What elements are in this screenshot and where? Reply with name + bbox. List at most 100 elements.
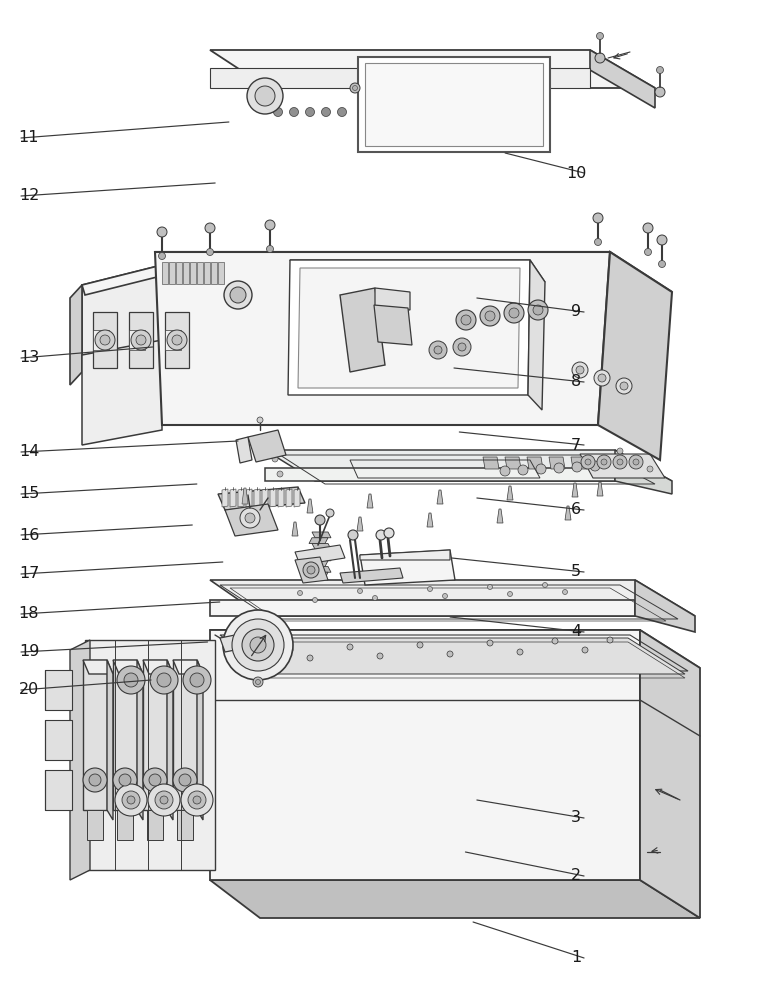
Circle shape [245, 513, 255, 523]
Circle shape [572, 362, 588, 378]
Polygon shape [298, 268, 520, 388]
Text: 8: 8 [571, 374, 581, 389]
Circle shape [247, 78, 283, 114]
Circle shape [148, 784, 180, 816]
Circle shape [517, 649, 523, 655]
Polygon shape [270, 489, 276, 507]
Polygon shape [173, 660, 197, 810]
Polygon shape [169, 262, 175, 284]
Circle shape [528, 300, 548, 320]
Text: 1: 1 [571, 950, 581, 966]
Polygon shape [82, 340, 162, 445]
Circle shape [598, 374, 606, 382]
Polygon shape [309, 549, 328, 555]
Circle shape [100, 335, 110, 345]
Circle shape [257, 417, 263, 423]
Circle shape [554, 463, 564, 473]
Circle shape [576, 366, 584, 374]
Circle shape [358, 588, 362, 593]
Polygon shape [93, 312, 117, 368]
Circle shape [122, 791, 140, 809]
Polygon shape [357, 517, 363, 531]
Circle shape [205, 223, 215, 233]
Circle shape [434, 346, 442, 354]
Polygon shape [129, 312, 153, 368]
Polygon shape [183, 262, 189, 284]
Text: 19: 19 [19, 645, 39, 660]
Circle shape [136, 335, 146, 345]
Polygon shape [312, 532, 331, 538]
Circle shape [266, 245, 273, 252]
Circle shape [376, 530, 386, 540]
Circle shape [149, 774, 161, 786]
Circle shape [272, 456, 278, 462]
Circle shape [590, 461, 600, 471]
Circle shape [581, 455, 595, 469]
Polygon shape [309, 538, 328, 544]
Polygon shape [571, 457, 587, 469]
Polygon shape [248, 430, 286, 462]
Polygon shape [640, 630, 700, 918]
Polygon shape [165, 312, 189, 368]
Circle shape [277, 471, 283, 477]
Text: 3: 3 [571, 810, 581, 826]
Polygon shape [218, 262, 224, 284]
Polygon shape [262, 489, 268, 507]
Circle shape [155, 791, 173, 809]
Circle shape [303, 562, 319, 578]
Circle shape [305, 107, 314, 116]
Polygon shape [497, 509, 503, 523]
Polygon shape [288, 260, 530, 395]
Polygon shape [367, 494, 373, 508]
Circle shape [607, 637, 613, 643]
Polygon shape [507, 486, 513, 500]
Polygon shape [129, 330, 145, 350]
Circle shape [207, 248, 214, 255]
Polygon shape [360, 550, 450, 560]
Circle shape [582, 647, 588, 653]
Circle shape [509, 308, 519, 318]
Circle shape [157, 673, 171, 687]
Text: 18: 18 [19, 606, 39, 621]
Circle shape [348, 530, 358, 540]
Text: 20: 20 [19, 682, 39, 698]
Circle shape [119, 774, 131, 786]
Text: 2: 2 [571, 868, 581, 884]
Circle shape [150, 666, 178, 694]
Circle shape [232, 619, 284, 671]
Circle shape [253, 677, 263, 687]
Polygon shape [210, 580, 695, 616]
Circle shape [485, 311, 495, 321]
Circle shape [172, 335, 182, 345]
Circle shape [617, 459, 623, 465]
Polygon shape [340, 568, 403, 583]
Polygon shape [278, 489, 284, 507]
Circle shape [255, 86, 275, 106]
Circle shape [347, 644, 353, 650]
Circle shape [629, 455, 643, 469]
Text: 17: 17 [19, 566, 39, 582]
Circle shape [504, 303, 524, 323]
Polygon shape [437, 490, 443, 504]
Polygon shape [375, 288, 410, 310]
Polygon shape [113, 660, 143, 674]
Polygon shape [294, 489, 300, 507]
Circle shape [533, 305, 543, 315]
Circle shape [127, 796, 135, 804]
Polygon shape [312, 555, 331, 561]
Polygon shape [615, 450, 672, 494]
Polygon shape [177, 810, 193, 840]
Circle shape [95, 330, 115, 350]
Polygon shape [190, 262, 196, 284]
Polygon shape [45, 720, 72, 760]
Polygon shape [93, 330, 109, 350]
Circle shape [230, 287, 246, 303]
Text: 4: 4 [571, 624, 581, 640]
Circle shape [427, 586, 433, 591]
Circle shape [188, 791, 206, 809]
Circle shape [613, 455, 627, 469]
Polygon shape [137, 660, 143, 820]
Circle shape [372, 595, 378, 600]
Polygon shape [246, 489, 252, 507]
Polygon shape [210, 630, 700, 668]
